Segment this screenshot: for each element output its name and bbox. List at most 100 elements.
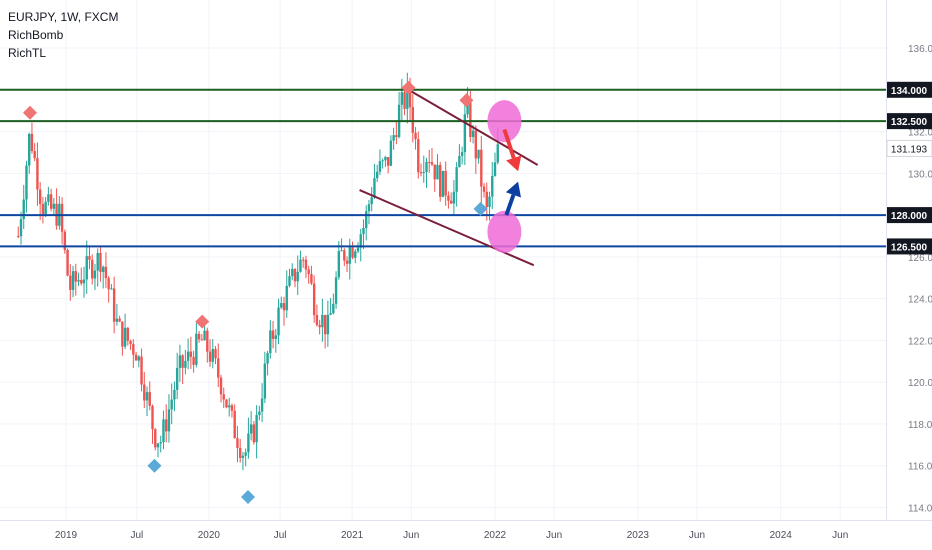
candle-body — [225, 399, 228, 408]
candle-body — [271, 330, 275, 339]
candle-body — [452, 191, 456, 204]
y-tick-label: 118.000 — [908, 420, 932, 431]
candle-body — [132, 344, 135, 355]
direction-arrows[interactable] — [502, 128, 522, 216]
x-tick-label: Jul — [274, 530, 287, 541]
candle-body — [69, 275, 72, 290]
time-axis[interactable]: 2019 Jul 2020 Jul 2021 Jun 2022 Jun 2023 Jun 2024 J… — [55, 530, 848, 541]
level-badge — [887, 81, 932, 98]
candle-body — [85, 256, 88, 280]
candle-body — [263, 363, 267, 399]
x-tick-label: Jun — [832, 530, 848, 541]
x-tick-label: 2020 — [198, 530, 221, 541]
x-tick-label: Jul — [130, 530, 143, 541]
candle-body — [477, 149, 480, 159]
x-tick-label: 2022 — [484, 530, 507, 541]
candle-body — [249, 424, 253, 434]
candle-body — [458, 155, 461, 168]
x-tick-label: 2021 — [341, 530, 364, 541]
candle-body — [211, 349, 214, 362]
level-badge-label: 134.000 — [891, 86, 928, 97]
candle-body — [392, 135, 395, 141]
candle-body — [66, 249, 69, 276]
y-tick-label: 126.000 — [908, 253, 932, 264]
candle-body — [184, 360, 187, 368]
candle-body — [154, 429, 157, 448]
horizontal-levels[interactable] — [0, 88, 886, 248]
candle-body — [337, 251, 341, 278]
indicator-richbomb: RichBomb — [8, 28, 64, 42]
candle-body — [165, 419, 168, 432]
highlight-circle[interactable] — [487, 210, 522, 253]
y-tick-label: 136.000 — [908, 44, 932, 55]
candle-body — [299, 259, 302, 272]
candle-body — [485, 191, 488, 208]
candle-body — [203, 330, 206, 341]
candle-body — [422, 171, 425, 173]
indicator-richtl: RichTL — [8, 46, 47, 60]
candle-body — [159, 442, 162, 444]
x-tick-label: Jun — [689, 530, 705, 541]
candle-body — [192, 356, 195, 365]
candle-body — [91, 259, 94, 279]
candle-body — [247, 433, 250, 453]
candle-body — [378, 161, 382, 172]
highlight-circle[interactable] — [487, 100, 522, 143]
channel-line[interactable] — [407, 88, 539, 166]
candle-body — [436, 164, 439, 180]
candle-body — [156, 443, 160, 448]
candle-body — [222, 394, 225, 400]
candle-body — [348, 247, 351, 264]
candle-body — [60, 203, 64, 232]
candle-body — [118, 318, 121, 322]
candle-body — [110, 288, 113, 290]
symbol-line: EURJPY, 1W, FXCM — [8, 10, 119, 24]
candle-body — [414, 132, 417, 140]
candle-body — [496, 144, 499, 163]
candle-body — [373, 178, 376, 198]
candle-body — [71, 271, 75, 290]
candle-body — [233, 410, 236, 439]
candle-body — [96, 252, 99, 271]
candle-body — [44, 201, 47, 215]
candle-body — [228, 405, 231, 408]
candle-body — [326, 314, 330, 335]
highlight-circles[interactable] — [487, 100, 522, 253]
arrow-up-shaft[interactable] — [504, 194, 516, 216]
candle-body — [129, 340, 132, 345]
candle-body — [208, 351, 212, 362]
candle-body — [206, 330, 209, 352]
candle-body — [17, 235, 20, 237]
diamond-marker-bottom — [147, 458, 162, 473]
arrow-down-shaft[interactable] — [502, 128, 516, 159]
candle-body — [449, 200, 453, 204]
candle-body — [375, 171, 379, 179]
arrow-up-head[interactable] — [505, 181, 521, 198]
candle-body — [389, 140, 393, 166]
candle-body — [195, 333, 198, 365]
candle-body — [288, 276, 291, 286]
candle-body — [296, 271, 299, 282]
grid — [0, 0, 886, 520]
candle-body — [175, 368, 179, 390]
signal-markers — [22, 80, 488, 505]
candle-body — [140, 356, 143, 385]
candle-body — [266, 353, 269, 364]
candle-body — [162, 419, 165, 443]
candle-body — [370, 197, 373, 205]
y-tick-label: 114.000 — [908, 503, 932, 514]
candle-body — [343, 250, 346, 261]
y-tick-label: 120.000 — [908, 378, 932, 389]
level-badge — [887, 207, 932, 224]
diamond-marker-top — [401, 80, 416, 95]
candle-body — [137, 356, 141, 361]
candle-body — [351, 247, 354, 258]
candle-body — [25, 165, 28, 200]
candle-body — [214, 349, 217, 359]
candle-body — [417, 139, 420, 173]
arrow-down-head[interactable] — [506, 155, 522, 172]
candle-body — [471, 130, 475, 138]
candle-body — [173, 389, 176, 400]
candle-body — [178, 355, 182, 369]
